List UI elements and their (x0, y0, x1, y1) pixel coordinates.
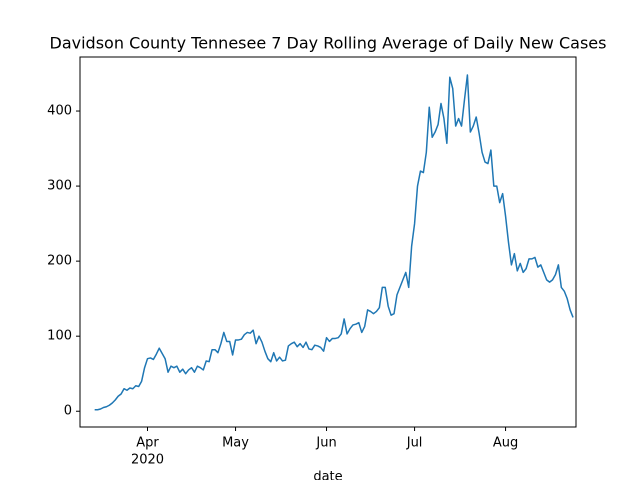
chart-title: Davidson County Tennesee 7 Day Rolling A… (50, 34, 607, 53)
x-tick-label: Aug (493, 436, 518, 451)
y-tick-label: 200 (47, 254, 72, 269)
data-line (94, 74, 574, 411)
x-tick-label: Apr (136, 436, 159, 451)
x-tick-label: Jun (315, 436, 336, 451)
x-year-label: 2020 (131, 453, 164, 468)
y-tick-label: 0 (64, 404, 72, 419)
y-tick-label: 400 (47, 104, 72, 119)
y-tick-label: 100 (47, 329, 72, 344)
x-axis-label: date (313, 470, 342, 480)
plot-frame (79, 56, 577, 428)
y-tick-label: 300 (47, 179, 72, 194)
x-tick-label: Jul (406, 436, 423, 451)
x-tick-label: May (222, 436, 249, 451)
